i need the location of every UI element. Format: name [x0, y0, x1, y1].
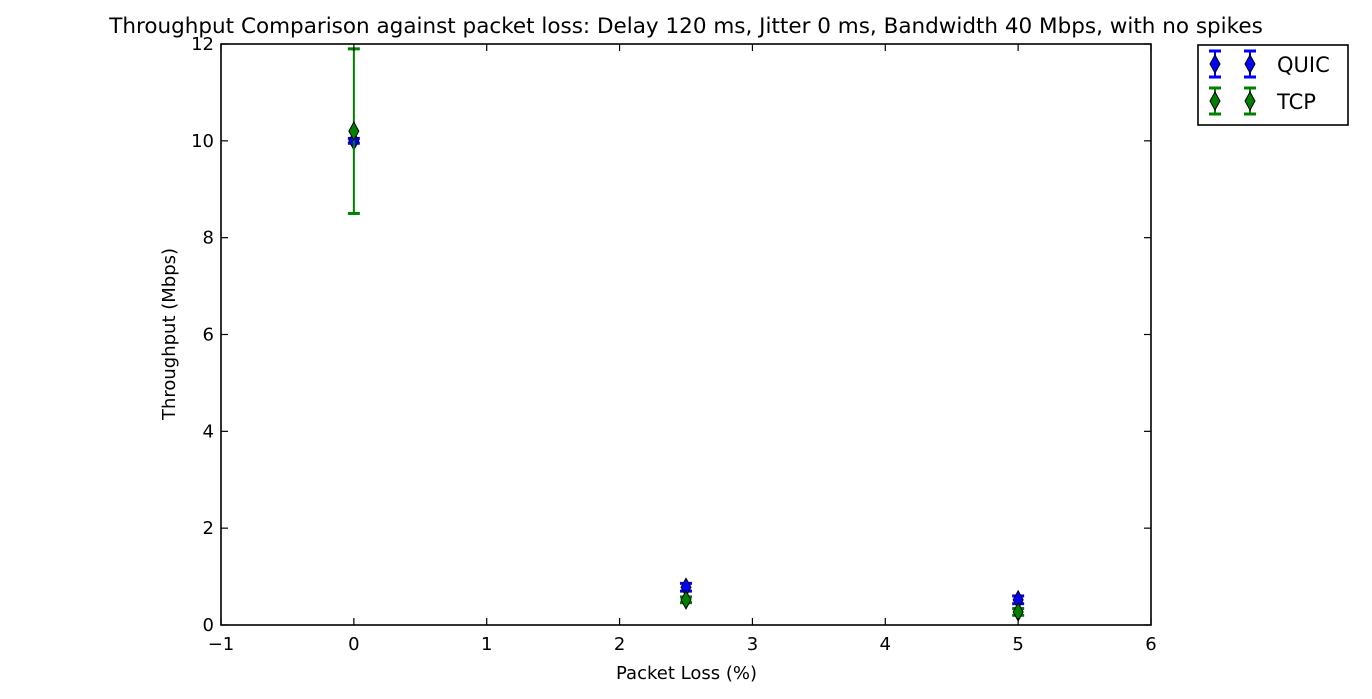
legend-label-tcp: TCP	[1276, 90, 1316, 114]
axes-frame	[220, 43, 1152, 626]
y-tick-label: 2	[203, 518, 214, 539]
x-tick-label: 1	[481, 634, 492, 655]
legend: QUIC TCP	[1197, 44, 1349, 126]
x-tick-label: 0	[348, 634, 359, 655]
x-axis-label: Packet Loss (%)	[616, 663, 757, 684]
tcp-point	[348, 121, 360, 142]
x-tick-label: 2	[614, 634, 625, 655]
legend-handles	[1209, 49, 1256, 116]
y-tick-label: 0	[203, 615, 214, 636]
tcp-point	[680, 589, 692, 610]
y-axis-label: Throughput (Mbps)	[159, 248, 180, 421]
data-marks	[347, 47, 1025, 622]
x-tick-label: −1	[208, 634, 235, 655]
x-tick-label: 5	[1012, 634, 1023, 655]
y-tick-label: 6	[203, 325, 214, 346]
y-tick-label: 8	[203, 228, 214, 249]
legend-quic-marker	[1244, 53, 1256, 75]
legend-quic-marker	[1209, 53, 1221, 75]
legend-label-quic: QUIC	[1277, 53, 1330, 77]
x-tick-label: 6	[1145, 634, 1156, 655]
y-tick-label: 4	[203, 421, 214, 442]
y-tick-label: 12	[191, 34, 214, 55]
y-tick-label: 10	[191, 131, 214, 152]
legend-tcp-marker	[1244, 90, 1256, 112]
x-tick-label: 4	[880, 634, 891, 655]
chart-title: Throughput Comparison against packet los…	[108, 14, 1263, 39]
x-tick-label: 3	[747, 634, 758, 655]
legend-box	[1197, 44, 1349, 126]
legend-tcp-marker	[1209, 90, 1221, 112]
